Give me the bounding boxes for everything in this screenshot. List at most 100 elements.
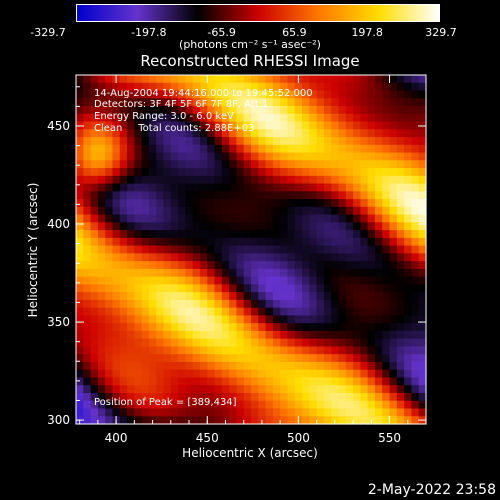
heatmap-cell [236, 75, 245, 84]
heatmap-cell [97, 137, 106, 146]
heatmap-cell [236, 361, 245, 371]
heatmap-cell [302, 237, 310, 247]
heatmap-cell [418, 276, 427, 285]
heatmap-cell [302, 129, 310, 138]
heatmap-cell [411, 245, 420, 254]
heatmap-cell [134, 160, 143, 169]
heatmap-cell [90, 137, 99, 146]
heatmap-cell [229, 292, 238, 301]
heatmap-cell [411, 299, 420, 309]
heatmap-cell [294, 400, 303, 410]
heatmap-cell [258, 330, 267, 340]
heatmap-cell [265, 75, 274, 84]
heatmap-cell [90, 82, 99, 92]
heatmap-cell [148, 152, 157, 161]
heatmap-cell [309, 222, 318, 231]
heatmap-cell [207, 261, 216, 270]
heatmap-cell [236, 253, 245, 262]
heatmap-cell [374, 237, 383, 247]
heatmap-cell [251, 408, 259, 417]
heatmap-cell [338, 408, 347, 417]
heatmap-cell [156, 369, 165, 379]
heatmap-cell [236, 354, 245, 363]
heatmap-cell [280, 199, 289, 208]
heatmap-cell [148, 253, 157, 262]
heatmap-cell [389, 206, 398, 216]
heatmap-cell [134, 144, 143, 154]
heatmap-cell [83, 261, 92, 270]
heatmap-cell [287, 385, 296, 394]
heatmap-cell [411, 315, 420, 324]
heatmap-cell [214, 222, 223, 231]
heatmap-cell [207, 377, 216, 386]
heatmap-cell [374, 292, 383, 301]
heatmap-cell [105, 284, 114, 293]
heatmap-cell [280, 253, 289, 262]
heatmap-cell [294, 315, 303, 324]
heatmap-cell [170, 377, 179, 386]
heatmap-cell [112, 160, 121, 169]
heatmap-cell [374, 113, 383, 123]
heatmap-cell [302, 268, 310, 278]
heatmap-cell [353, 137, 361, 146]
heatmap-cell [367, 160, 376, 169]
heatmap-cell [251, 323, 259, 332]
heatmap-cell [185, 338, 194, 348]
heatmap-cell [192, 75, 201, 84]
heatmap-cell [316, 113, 325, 123]
heatmap-cell [345, 377, 354, 386]
heatmap-cell [229, 315, 238, 324]
heatmap-cell [185, 168, 194, 177]
heatmap-cell [360, 82, 369, 92]
heatmap-cell [389, 160, 398, 169]
heatmap-cell [265, 168, 274, 177]
heatmap-cell [134, 82, 143, 92]
heatmap-cell [163, 385, 172, 394]
heatmap-cell [265, 400, 274, 410]
heatmap-cell [411, 160, 420, 169]
heatmap-cell [156, 90, 165, 99]
heatmap-cell [418, 129, 427, 138]
heatmap-cell [97, 268, 106, 278]
heatmap-cell [345, 292, 354, 301]
heatmap-cell [309, 284, 318, 293]
heatmap-cell [294, 230, 303, 239]
heatmap-cell [251, 183, 259, 192]
heatmap-cell [345, 245, 354, 254]
heatmap-cell [192, 121, 201, 130]
heatmap-cell [207, 75, 216, 84]
heatmap-cell [251, 129, 259, 138]
heatmap-cell [199, 253, 208, 262]
heatmap-cell [287, 222, 296, 231]
heatmap-cell [229, 245, 238, 254]
heatmap-cell [214, 90, 223, 99]
heatmap-cell [221, 137, 230, 146]
heatmap-cell [258, 214, 267, 223]
heatmap-cell [112, 191, 121, 200]
heatmap-cell [316, 199, 325, 208]
heatmap-cell [389, 416, 398, 425]
heatmap-cell [382, 323, 391, 332]
heatmap-cell [127, 307, 135, 317]
heatmap-cell [170, 315, 179, 324]
heatmap-cell [243, 361, 252, 371]
heatmap-cell [236, 237, 245, 247]
heatmap-cell [119, 369, 128, 379]
heatmap-cell [302, 408, 310, 417]
heatmap-cell [170, 191, 179, 200]
heatmap-cell [243, 214, 252, 223]
heatmap-cell [396, 90, 405, 99]
heatmap-cell [83, 276, 92, 285]
heatmap-cell [76, 392, 84, 402]
heatmap-cell [367, 152, 376, 161]
heatmap-cell [396, 237, 405, 247]
heatmap-cell [192, 82, 201, 92]
heatmap-cell [404, 261, 413, 270]
heatmap-cell [251, 199, 259, 208]
heatmap-cell [112, 199, 121, 208]
heatmap-cell [396, 408, 405, 417]
colorbar-tick-label: -329.7 [30, 26, 66, 39]
heatmap-cell [178, 400, 186, 410]
heatmap-cell [345, 90, 354, 99]
heatmap-cell [411, 75, 420, 84]
